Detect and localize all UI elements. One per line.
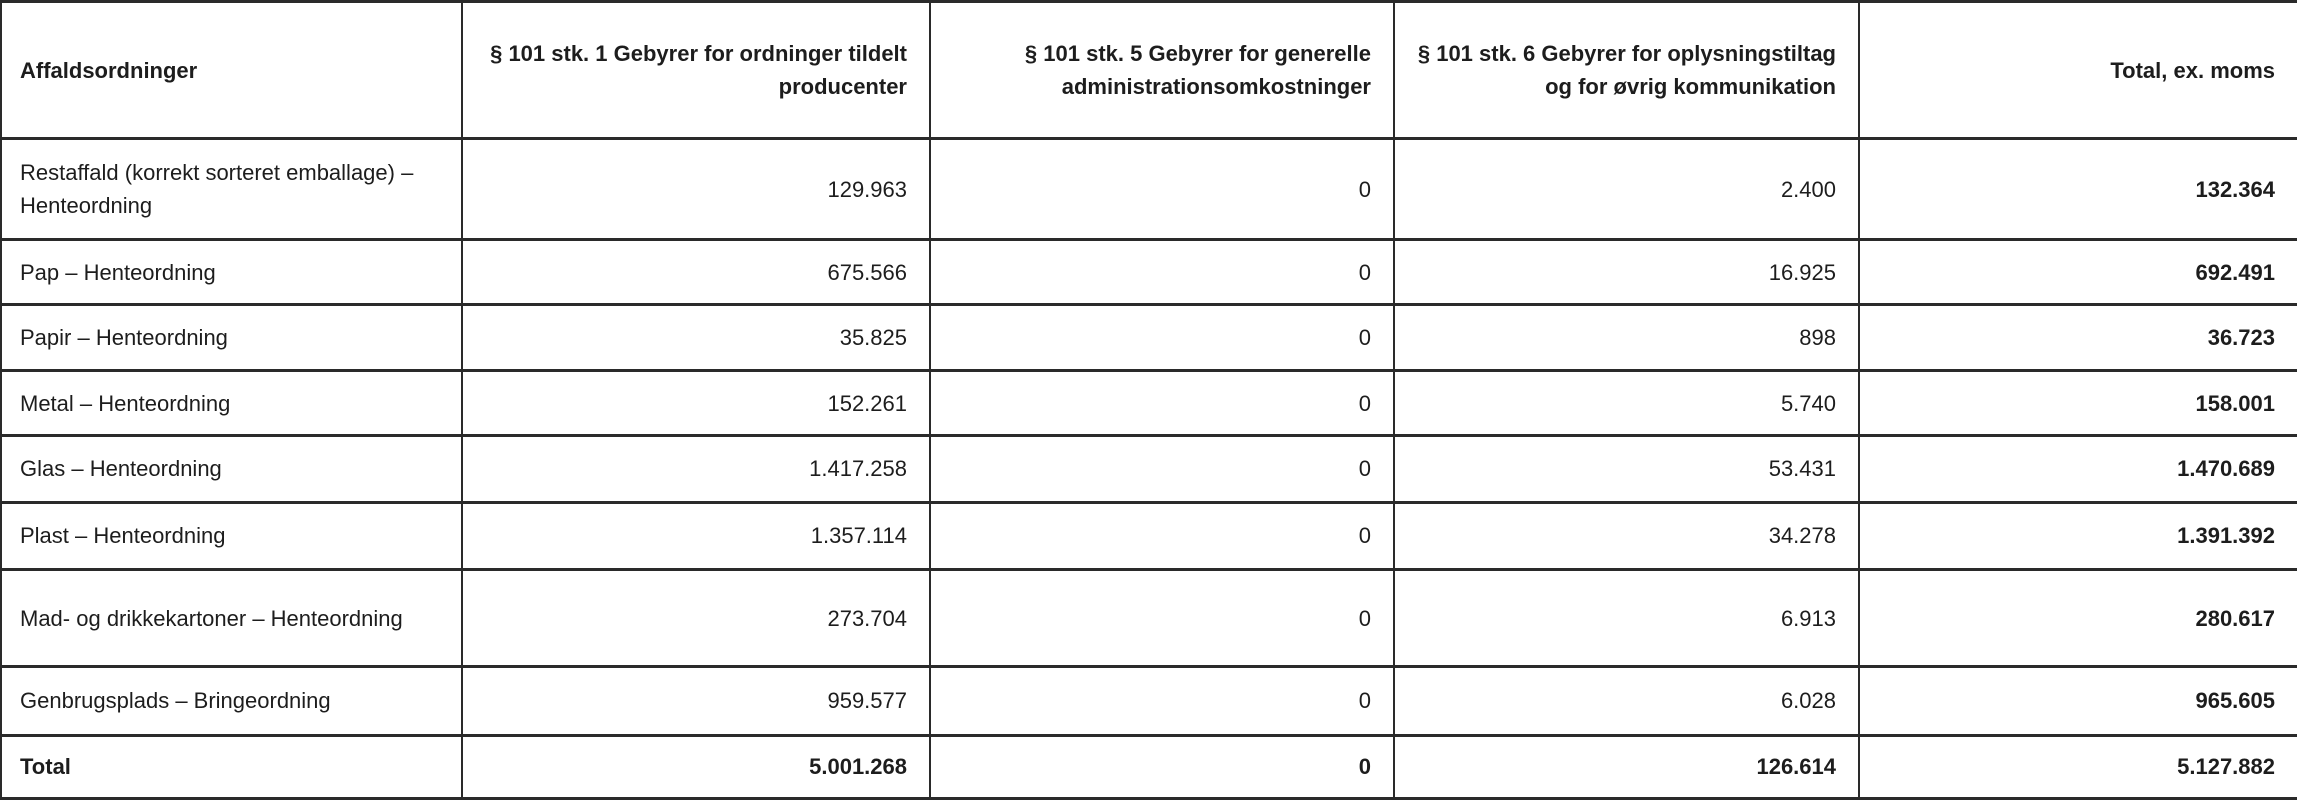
total-value-cell: 280.617: [1858, 567, 2297, 669]
table-row: Plast – Henteordning 1.357.114 0 34.278 1.39…: [0, 500, 2297, 571]
total-value-cell: 36.723: [1858, 302, 2297, 373]
fee-value-cell: 34.278: [1393, 500, 1860, 571]
total-row: Total 5.001.268 0 126.614 5.127.882: [0, 733, 2297, 800]
table-row: Glas – Henteordning 1.417.258 0 53.431 1.470…: [0, 434, 2297, 504]
scheme-label-cell: Papir – Henteordning: [0, 302, 463, 373]
fee-value-cell: 6.913: [1393, 567, 1860, 669]
fee-value-cell: 959.577: [461, 665, 931, 737]
total-value-cell: 5.127.882: [1858, 733, 2297, 800]
table-row: Metal – Henteordning 152.261 0 5.740 158.001: [0, 369, 2297, 438]
fee-value-cell: 0: [929, 567, 1395, 669]
scheme-label-cell: Plast – Henteordning: [0, 500, 463, 571]
fee-value-cell: 0: [929, 136, 1395, 242]
column-header-stk6-gebyrer: § 101 stk. 6 Gebyrer for oplysningstilta…: [1393, 0, 1860, 140]
column-header-affaldsordninger: Affaldsordninger: [0, 0, 463, 140]
fee-value-cell: 0: [929, 238, 1395, 306]
column-header-stk1-gebyrer: § 101 stk. 1 Gebyrer for ordninger tilde…: [461, 0, 931, 140]
scheme-label-cell: Mad- og drikkekartoner – Henteordning: [0, 567, 463, 669]
fee-value-cell: 0: [929, 369, 1395, 438]
fee-value-cell: 0: [929, 302, 1395, 373]
fee-value-cell: 675.566: [461, 238, 931, 306]
scheme-label-cell: Genbrugsplads – Bringeordning: [0, 665, 463, 737]
fee-value-cell: 126.614: [1393, 733, 1860, 800]
fee-value-cell: 152.261: [461, 369, 931, 438]
header-row: Affaldsordninger § 101 stk. 1 Gebyrer fo…: [0, 0, 2297, 140]
total-value-cell: 132.364: [1858, 136, 2297, 242]
total-value-cell: 1.470.689: [1858, 434, 2297, 504]
total-value-cell: 692.491: [1858, 238, 2297, 306]
scheme-label-cell: Total: [0, 733, 463, 800]
fee-value-cell: 0: [929, 733, 1395, 800]
fee-value-cell: 129.963: [461, 136, 931, 242]
fee-value-cell: 898: [1393, 302, 1860, 373]
fee-value-cell: 5.740: [1393, 369, 1860, 438]
fee-value-cell: 0: [929, 434, 1395, 504]
scheme-label-cell: Pap – Henteordning: [0, 238, 463, 306]
total-value-cell: 1.391.392: [1858, 500, 2297, 571]
fee-value-cell: 0: [929, 500, 1395, 571]
table-body: Restaffald (korrekt sorteret emballage) …: [0, 136, 2297, 800]
fee-value-cell: 2.400: [1393, 136, 1860, 242]
column-header-stk5-gebyrer: § 101 stk. 5 Gebyrer for generelle admin…: [929, 0, 1395, 140]
table-row: Restaffald (korrekt sorteret emballage) …: [0, 136, 2297, 242]
table-row: Mad- og drikkekartoner – Henteordning 273…: [0, 567, 2297, 669]
fee-value-cell: 6.028: [1393, 665, 1860, 737]
fee-value-cell: 5.001.268: [461, 733, 931, 800]
fee-value-cell: 0: [929, 665, 1395, 737]
fee-value-cell: 35.825: [461, 302, 931, 373]
fee-value-cell: 53.431: [1393, 434, 1860, 504]
scheme-label-cell: Glas – Henteordning: [0, 434, 463, 504]
total-value-cell: 965.605: [1858, 665, 2297, 737]
table-row: Genbrugsplads – Bringeordning 959.577 0 6.0…: [0, 665, 2297, 737]
fee-value-cell: 1.357.114: [461, 500, 931, 571]
fee-value-cell: 16.925: [1393, 238, 1860, 306]
column-header-total-ex-moms: Total, ex. moms: [1858, 0, 2297, 140]
fee-value-cell: 1.417.258: [461, 434, 931, 504]
table-row: Pap – Henteordning 675.566 0 16.925 692.491: [0, 238, 2297, 306]
scheme-label-cell: Restaffald (korrekt sorteret emballage) …: [0, 136, 463, 242]
total-value-cell: 158.001: [1858, 369, 2297, 438]
fee-value-cell: 273.704: [461, 567, 931, 669]
table-row: Papir – Henteordning 35.825 0 898 36.723: [0, 302, 2297, 373]
scheme-label-cell: Metal – Henteordning: [0, 369, 463, 438]
